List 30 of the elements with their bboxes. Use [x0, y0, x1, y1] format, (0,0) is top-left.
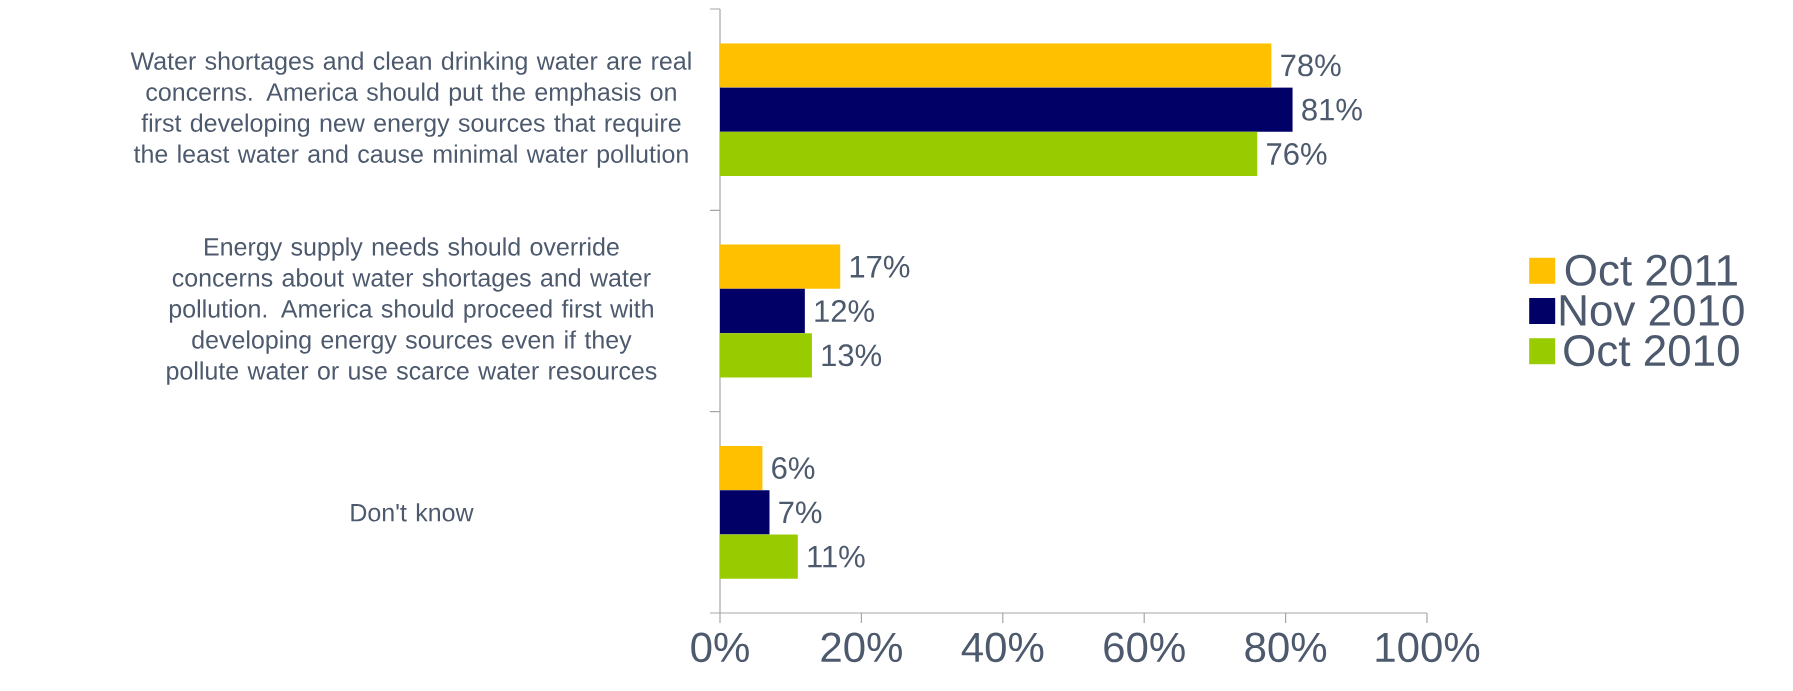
data-label: 81%	[1302, 98, 1362, 121]
bar	[720, 87, 1293, 132]
data-label: 11%	[808, 545, 865, 568]
bar	[720, 333, 812, 378]
data-label: 17%	[850, 255, 910, 278]
bar	[720, 131, 1258, 177]
x-tick-label: 60%	[1104, 632, 1185, 663]
x-tick-label: 40%	[961, 632, 1044, 663]
bar	[720, 244, 841, 289]
y-tick-label: Don't know	[351, 503, 474, 522]
bar	[720, 288, 805, 334]
x-tick-label: 100%	[1376, 632, 1480, 663]
x-tick-label: 80%	[1245, 632, 1327, 663]
data-label: 7%	[779, 501, 822, 524]
x-tick-label: 20%	[821, 632, 902, 663]
data-label: 12%	[815, 300, 874, 322]
bar	[720, 490, 770, 535]
bar	[720, 534, 798, 579]
y-tick-label: Water shortages and clean drinking water are real concerns. America should put the emphasis on first developing new energy sources that require the least water and cause minimal water pollution	[130, 51, 691, 168]
bar	[720, 43, 1272, 88]
data-label: 13%	[822, 344, 882, 367]
y-tick-label: Energy supply needs should override concerns about water shortages and water pollution. America should proceed first with developing energy sources even if they pollute water or use scarce water resources	[167, 237, 657, 385]
data-label: 78%	[1281, 54, 1341, 77]
data-label: 76%	[1267, 142, 1327, 165]
legend-label: Nov 2010	[1560, 294, 1744, 327]
legend-label: Oct 2010	[1564, 335, 1739, 367]
x-tick-label: 0%	[691, 632, 749, 663]
legend-label: Oct 2011	[1565, 254, 1737, 286]
data-label: 6%	[772, 457, 815, 480]
bar	[720, 445, 763, 491]
